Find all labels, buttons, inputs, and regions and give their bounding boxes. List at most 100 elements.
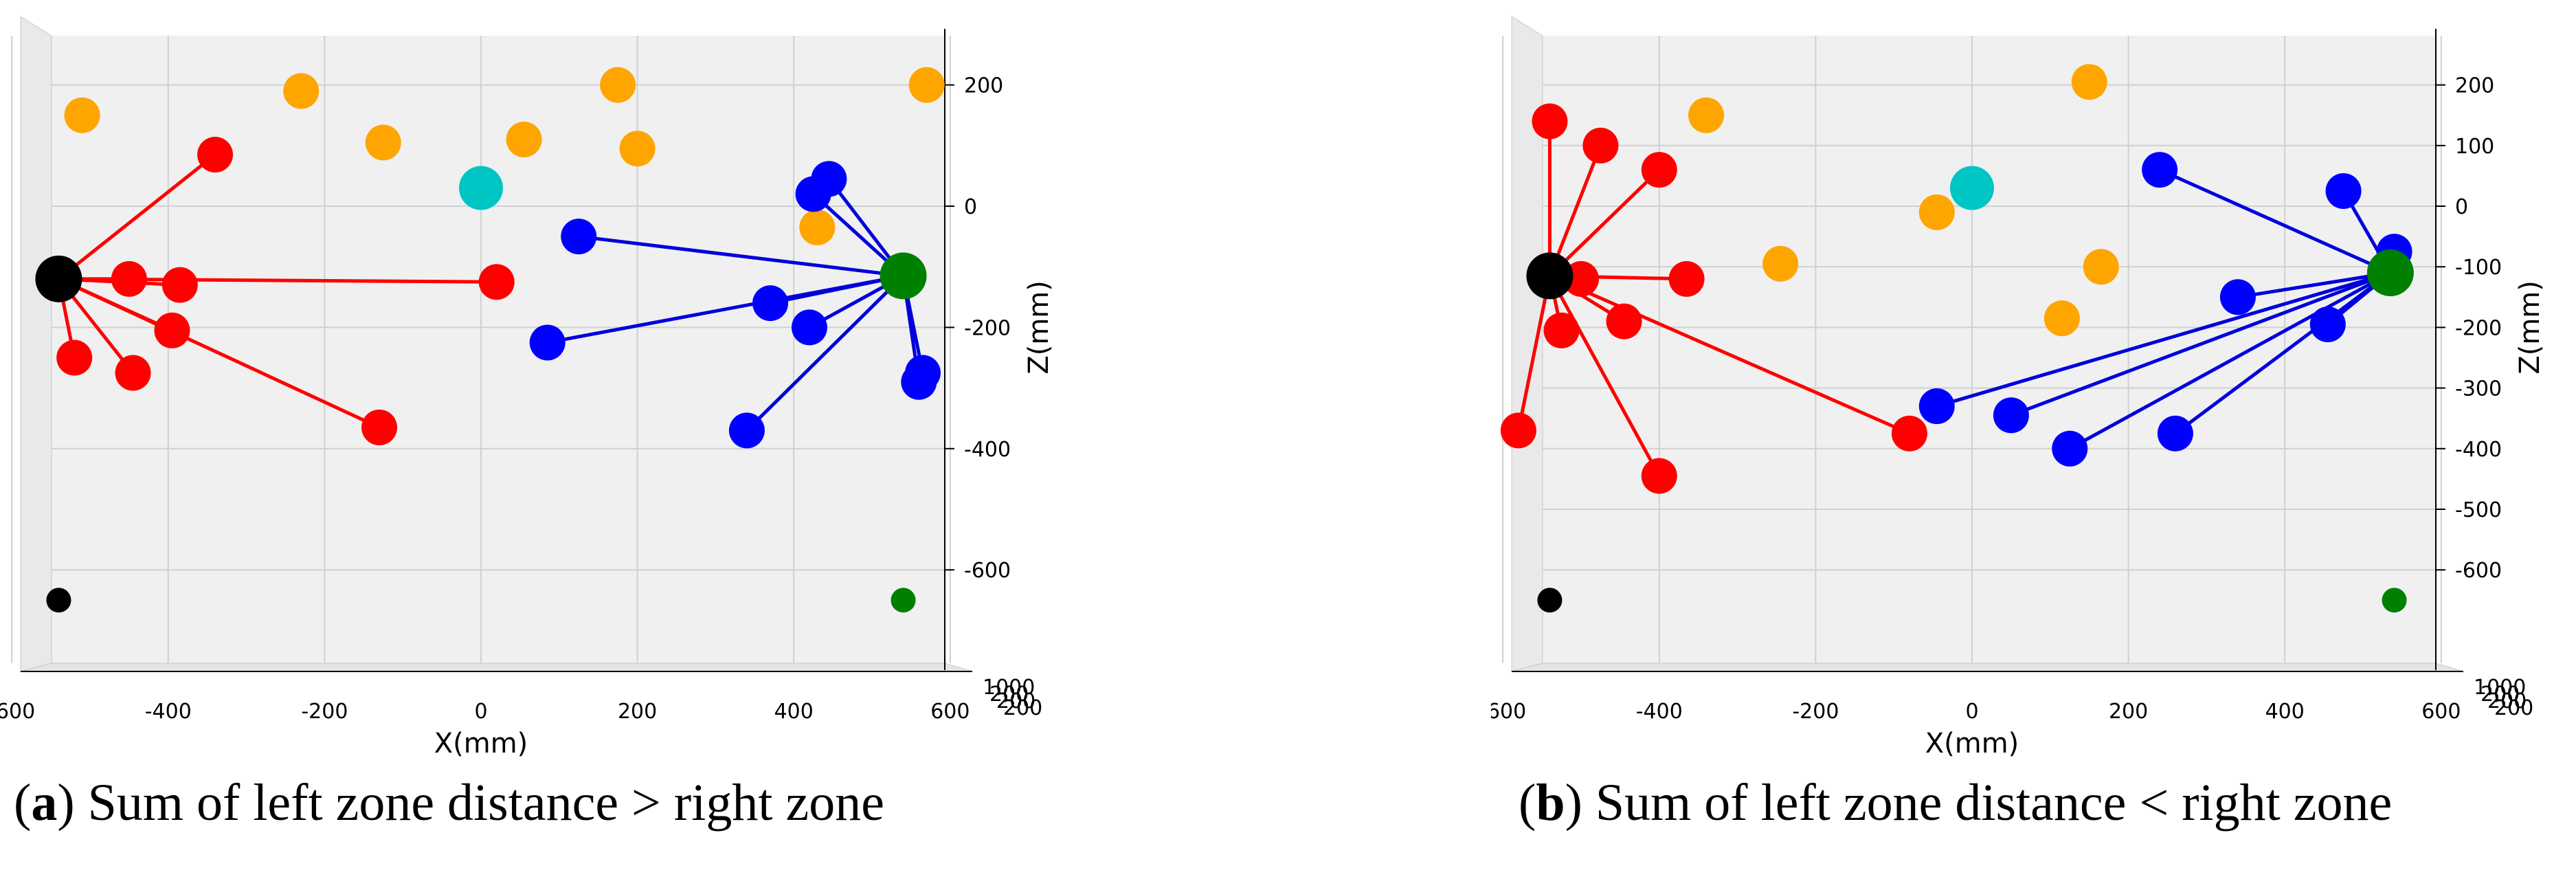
chart-b-xtick-label: -400 <box>1636 700 1683 724</box>
chart-b-xtick-label: 0 <box>1965 700 1978 724</box>
chart-b-red-point <box>1532 103 1568 140</box>
chart-a-depth-tick-label: 200 <box>989 682 1029 706</box>
chart-a-xtick-label: -200 <box>301 700 348 724</box>
chart-b-left-link <box>1549 274 1910 436</box>
chart-b-svg: -600-400-20002004006002001000-100-200-30… <box>1491 16 2546 759</box>
chart-b-orange-point <box>1688 97 1725 133</box>
chart-a-orange-point <box>908 67 945 103</box>
caption-b: (b) Sum of left zone distance < right zo… <box>1519 774 2393 832</box>
chart-b-left-link <box>1548 168 1661 278</box>
caption-a-text: Sum of left zone distance > right zone <box>87 774 884 832</box>
chart-b-red-point <box>1606 303 1642 340</box>
chart-a-red-point <box>115 355 151 391</box>
chart-b-orange-point <box>2083 249 2119 285</box>
chart-a-ztick-label: -600 <box>964 559 1011 583</box>
chart-b-zlabel: Z(mm) <box>2514 280 2546 375</box>
chart-a-ztick-label: 0 <box>964 195 977 219</box>
chart-a-orange-point <box>619 131 656 167</box>
chart-b-right-link <box>1936 271 2391 408</box>
chart-b-left-link <box>1516 275 1552 431</box>
chart-a-right-link <box>578 234 904 278</box>
chart-a-xtick-label: -600 <box>0 700 35 724</box>
chart-a-blue-point <box>795 176 831 212</box>
chart-b-right-link <box>2237 271 2391 299</box>
chart-a-left-wall <box>20 16 52 672</box>
chart-b-right-link <box>2011 271 2391 417</box>
chart-a-red-point <box>154 312 190 348</box>
chart-b-right-link <box>2069 271 2392 450</box>
chart-a-depth-tick-label: 200 <box>1003 696 1042 720</box>
chart-a-blue-point <box>901 364 937 400</box>
chart-a-blue-point <box>561 219 597 255</box>
chart-a-orange-point <box>799 209 836 245</box>
chart-b-xtick-label: -200 <box>1792 700 1839 724</box>
chart-b-cyan-point <box>1950 166 1994 210</box>
chart-b-ztick-label: -100 <box>2455 256 2502 280</box>
chart-b-blue-point <box>2219 279 2256 315</box>
chart-a-cyan-point <box>459 166 503 210</box>
chart-b-red-point <box>1668 260 1705 297</box>
chart-a-red-point <box>478 264 515 300</box>
chart-b-red-point <box>1891 415 1927 452</box>
caption-a: (a) Sum of left zone distance > right zo… <box>14 774 884 832</box>
chart-a-orange-point <box>283 73 320 109</box>
chart-b-blue-point <box>2325 173 2362 209</box>
chart-b-red-point <box>1500 412 1536 449</box>
chart-b-blue-point <box>2157 415 2193 452</box>
chart-b-left-link <box>1548 275 1661 477</box>
chart-a-svg: -600 -400 -200 0 200 400 600 200 0 -200 -400 -600 10… <box>0 16 1055 759</box>
chart-a-xtick-label: 600 <box>930 700 970 724</box>
chart-a-zlabel: Z(mm) <box>1023 280 1055 375</box>
caption-b-text: Sum of left zone distance < right zone <box>1595 774 2393 832</box>
chart-b-ztick-label: -300 <box>2455 377 2502 401</box>
chart-b-xtick-label: 200 <box>2109 700 2148 724</box>
chart-b-blue-point <box>2142 152 2178 188</box>
chart-a-blue-point <box>752 285 789 322</box>
chart-a-orange-point <box>64 97 100 133</box>
chart-a-right-hub <box>880 252 927 300</box>
chart-a-blue-point <box>791 309 827 346</box>
chart-a-right-link <box>746 274 905 432</box>
chart-b-blue-point <box>1993 397 2029 434</box>
chart-b-ztick-label: 100 <box>2455 135 2494 159</box>
chart-b-orange-point <box>1762 245 1799 282</box>
chart-a-red-point <box>56 340 93 376</box>
chart-a-xtick-label: -400 <box>145 700 192 724</box>
chart-a-left-link <box>58 277 381 430</box>
chart-b-depth-tick-label: 1000 <box>2474 676 2526 700</box>
chart-b-ztick-label: 0 <box>2455 195 2468 219</box>
chart-b-pane <box>1543 36 2436 663</box>
chart-a-blue-point <box>728 412 765 449</box>
chart-a-left-link <box>57 153 216 280</box>
chart-b-ztick-label: -600 <box>2455 559 2502 583</box>
chart-b-xtick-label: 600 <box>2421 700 2461 724</box>
chart-a-red-point <box>361 409 398 445</box>
chart-b-ztick-label: -400 <box>2455 438 2502 462</box>
chart-b-blue-point <box>1918 388 1955 425</box>
caption-a-letter: a <box>31 774 58 832</box>
chart-a-pane <box>52 36 945 663</box>
chart-a-small-green-marker <box>891 588 916 613</box>
chart-a-ztick-label: -200 <box>964 316 1011 340</box>
chart-a-blue-point <box>529 324 565 361</box>
chart-a-depth-tick-label: 200 <box>996 689 1035 713</box>
chart-b-ztick-label: 200 <box>2455 74 2494 98</box>
chart-a-depth-tick-label: 1000 <box>983 676 1035 700</box>
chart-b-red-point <box>1582 127 1619 164</box>
chart-b-red-point <box>1641 152 1677 188</box>
chart-b-right-hub <box>2366 249 2414 297</box>
chart-a-floor <box>20 663 973 672</box>
chart-a-xtick-label: 400 <box>774 700 814 724</box>
chart-b-blue-point <box>2052 430 2088 467</box>
chart-b-ztick-label: -200 <box>2455 316 2502 340</box>
chart-b-floor <box>1511 663 2464 672</box>
chart-a-xtick-label: 200 <box>618 700 657 724</box>
chart-b-red-point <box>1641 458 1677 494</box>
chart-b-small-black-marker <box>1537 588 1563 613</box>
chart-a-ztick-label: 200 <box>964 74 1003 98</box>
chart-a-red-point <box>111 260 147 297</box>
chart-a-orange-point <box>600 67 636 103</box>
chart-a-small-black-marker <box>46 588 71 613</box>
chart-panel-b: -600-400-20002004006002001000-100-200-30… <box>1491 0 2549 879</box>
chart-a-orange-point <box>506 121 542 157</box>
